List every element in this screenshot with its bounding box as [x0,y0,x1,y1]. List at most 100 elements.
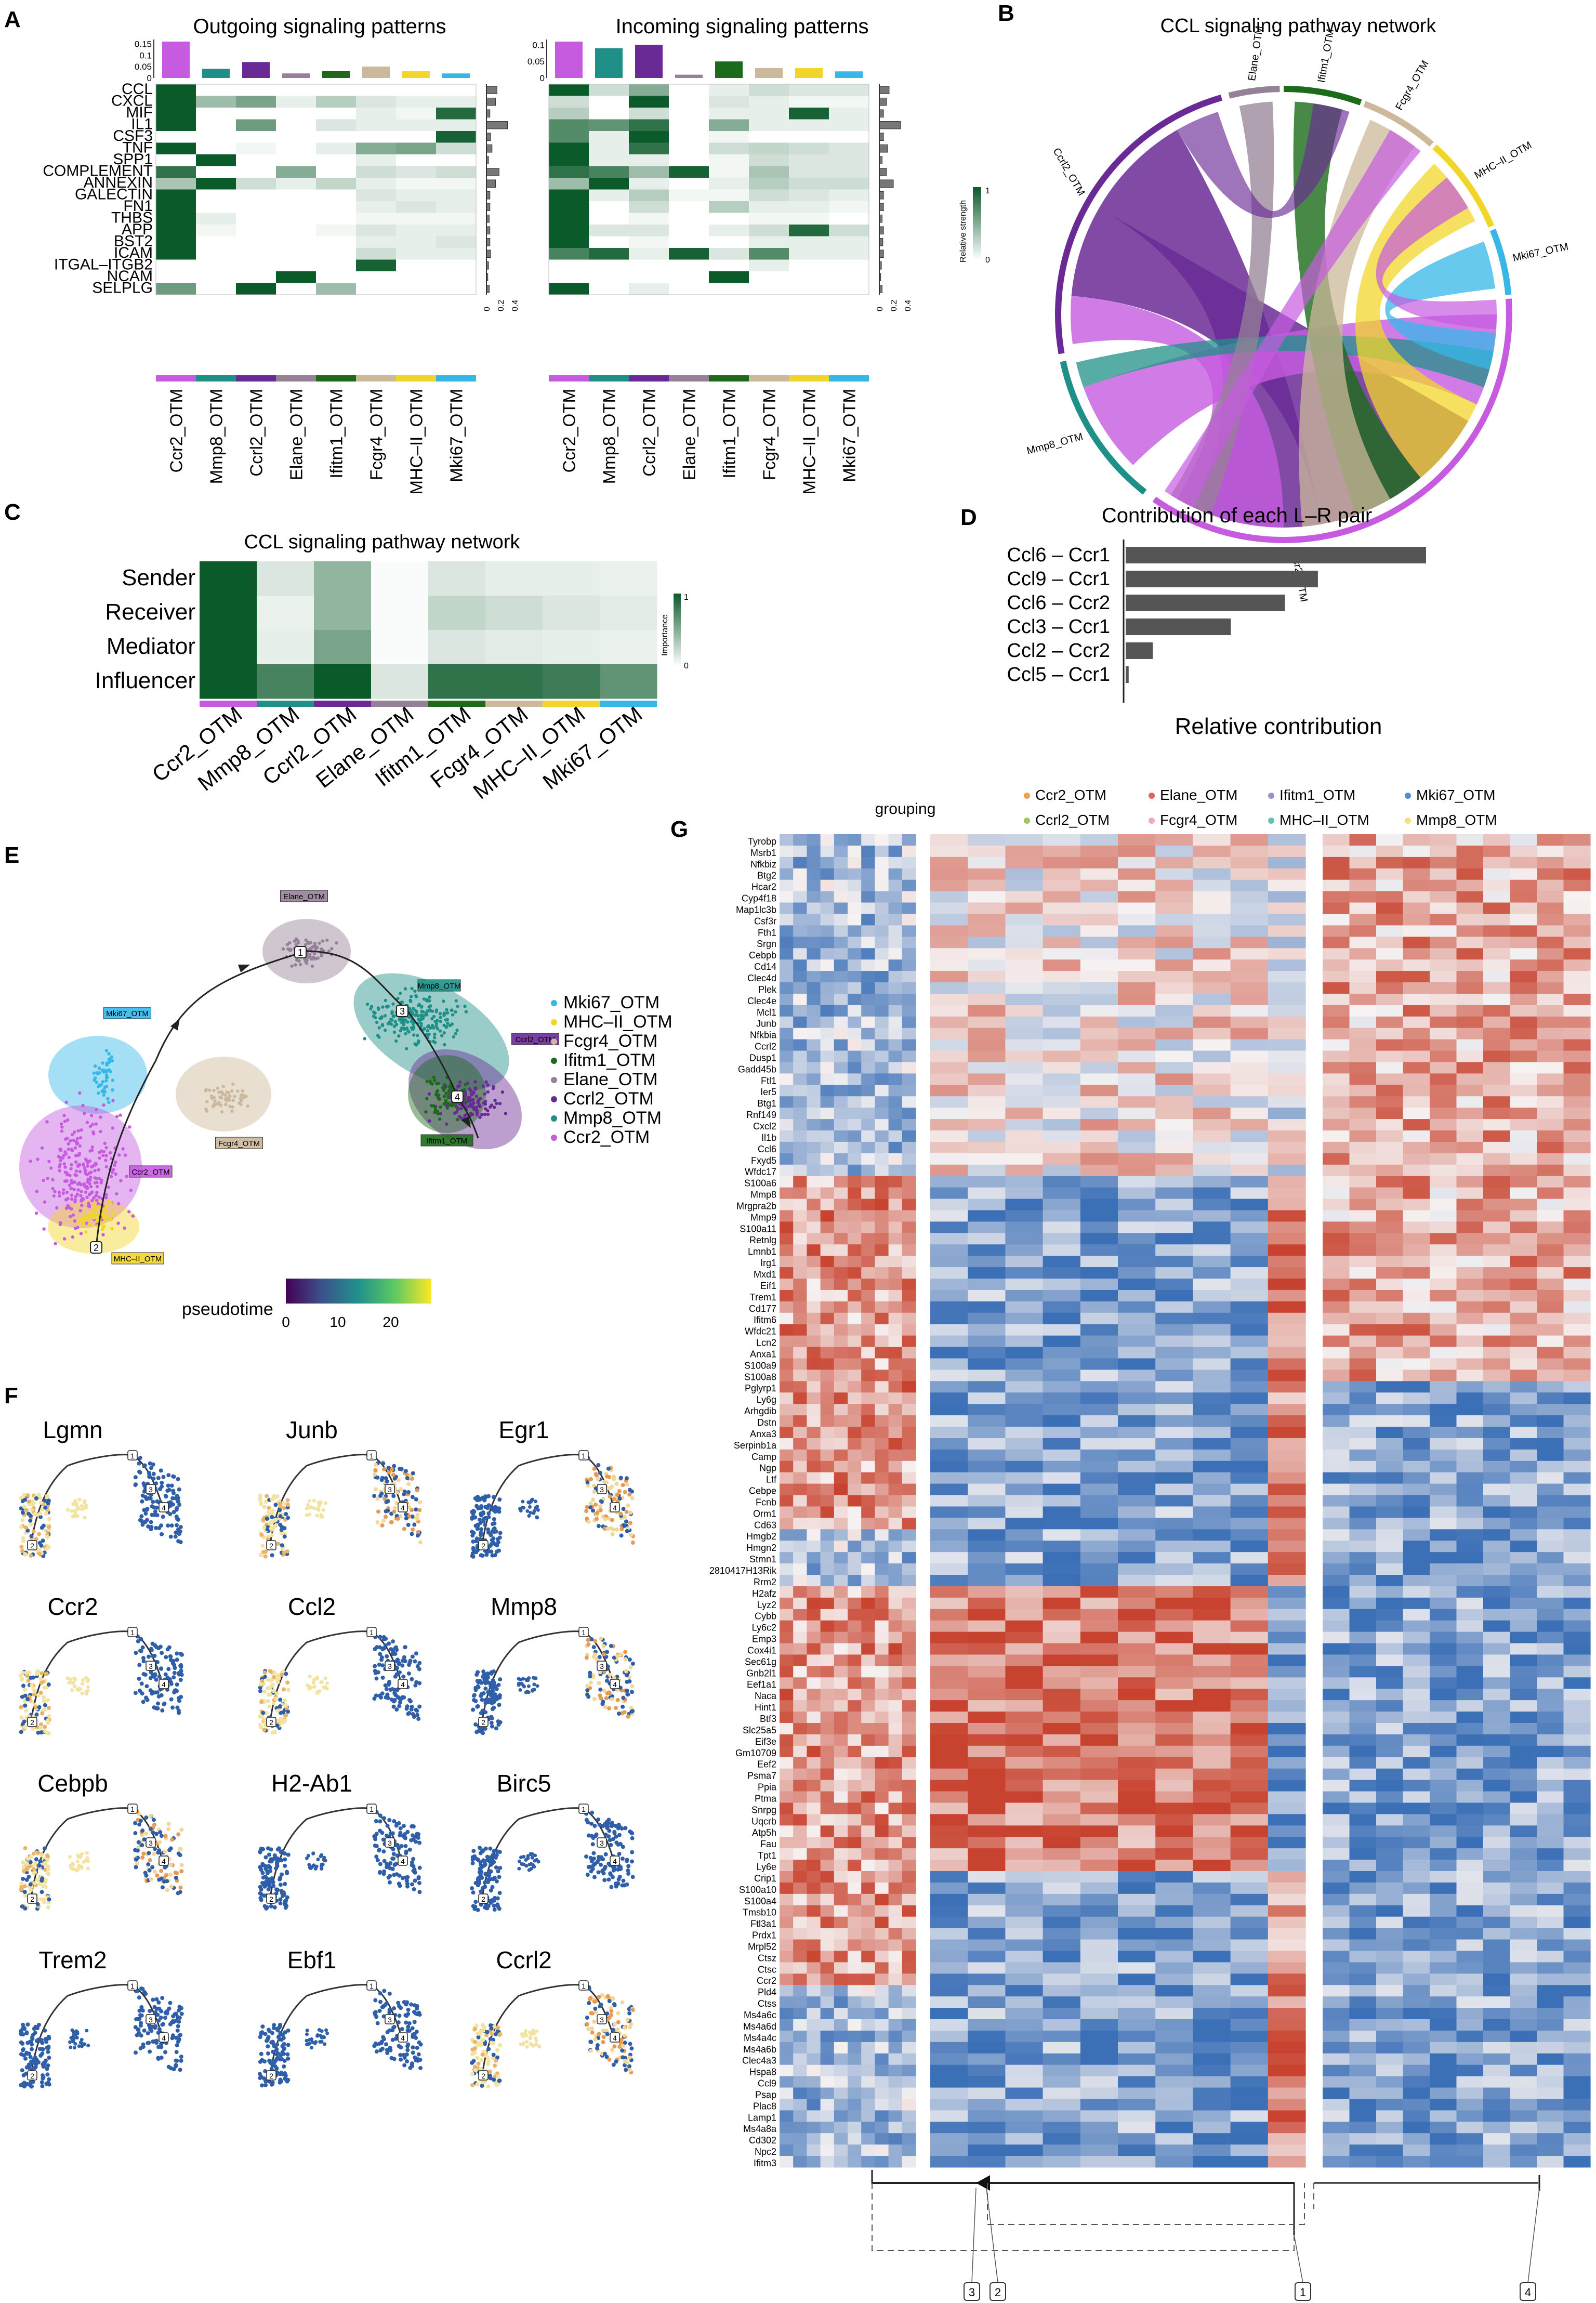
umap-dot [34,2059,38,2064]
heat-cell [629,248,669,260]
umap-dot [400,1876,405,1880]
heat-cell [196,108,236,120]
umap-path [269,1630,401,1721]
umap-dot [138,1819,143,1823]
umap-dot [321,1508,325,1512]
umap-dot [616,2020,621,2024]
umap-dot [309,2046,313,2050]
umap-dot [161,2022,165,2026]
heat-cell [436,236,477,248]
umap-dot [272,1670,277,1675]
gene-cell [1005,891,1044,903]
role-cell [600,664,657,699]
role-cell [428,596,486,630]
gene-cell [1268,891,1306,903]
umap-path [269,1454,401,1544]
umap-dot [260,1679,265,1683]
heat-cell [829,236,869,248]
trajectory-arrow [461,1116,471,1128]
row-bar [486,86,497,94]
cell-dot [64,1100,68,1104]
heat-cell [196,154,236,166]
cluster-label-box [215,1137,263,1149]
umap-dot [266,2051,270,2056]
gene-cell [1349,868,1377,880]
gene-cell [1537,879,1564,892]
importance-legend-gradient [674,594,681,666]
heat-cell [629,119,669,131]
heat-cell [196,225,236,236]
cell-dot [78,1144,82,1148]
umap-dot [258,1689,262,1693]
cell-dot [82,1182,86,1186]
gene-cell [930,868,968,880]
heat-cell [196,283,236,295]
umap-dot [318,1502,322,1506]
lr-pair-label: Ccl6 – Ccr1 [1007,544,1111,566]
umap-dot [471,1547,476,1552]
umap-dot [394,1666,399,1670]
umap-dot [161,1475,166,1479]
umap-dot [402,2063,407,2068]
umap-dot [492,1898,497,1903]
role-cell [543,561,600,596]
cell-dot [385,1005,389,1008]
umap-dot [593,1472,598,1477]
cell-dot [79,1194,83,1197]
lr-bar [1126,666,1129,683]
umap-dot [588,1501,593,1506]
color-strip-cell [276,375,316,381]
row-bar [879,226,884,234]
umap-dot [149,1466,153,1470]
heat-cell [316,271,357,283]
umap-node-label: 2 [269,1895,273,1903]
umap-dot [149,1826,153,1831]
umap-dot [179,1663,183,1667]
row-label: MIF [126,104,153,121]
umap-dot [609,2009,614,2014]
gene-cell [1510,902,1537,914]
heat-cell [589,131,629,143]
gene-cell [848,834,862,846]
umap-dot [479,1533,483,1537]
umap-dot [21,2073,26,2077]
umap-dot [470,2072,474,2076]
umap-dot [154,2041,159,2045]
row-bar [879,86,890,94]
gene-cell [902,902,916,914]
top-bar-tick: 0.05 [135,62,152,72]
umap-dot [177,2033,182,2038]
heat-cell [156,178,196,190]
umap-dot [24,1866,29,1871]
cell-dot [486,1090,490,1094]
cell-dot [52,1194,56,1198]
gene-cell [1537,868,1564,880]
umap-dot [380,1663,385,1668]
cell-dot [426,1025,430,1029]
umap-dot [139,1514,144,1519]
umap-dot [627,2064,632,2069]
umap-dot [479,1693,483,1698]
umap-dot [172,1663,177,1667]
heat-cell [669,131,709,143]
umap-dot [279,2037,284,2042]
heat-cell [589,178,629,190]
umap-dot [518,1688,522,1692]
legend-dot [551,1077,557,1083]
umap-dot [263,2083,268,2087]
umap-dot [411,2045,415,2050]
umap-node-label: 2 [30,1542,34,1550]
umap-dot [405,1884,410,1889]
umap-dot [274,1866,279,1871]
umap-dot [489,1716,493,1720]
cell-dot [94,1163,98,1166]
cell-dot [68,1183,72,1187]
umap-dot [43,1725,47,1729]
umap-dot [497,1548,502,1553]
heat-cell [749,248,789,260]
umap-dot [77,1507,81,1511]
umap-dot [480,1708,485,1713]
cell-dot [313,957,318,961]
umap-dot [596,1477,600,1481]
gene-cell [1376,914,1404,926]
